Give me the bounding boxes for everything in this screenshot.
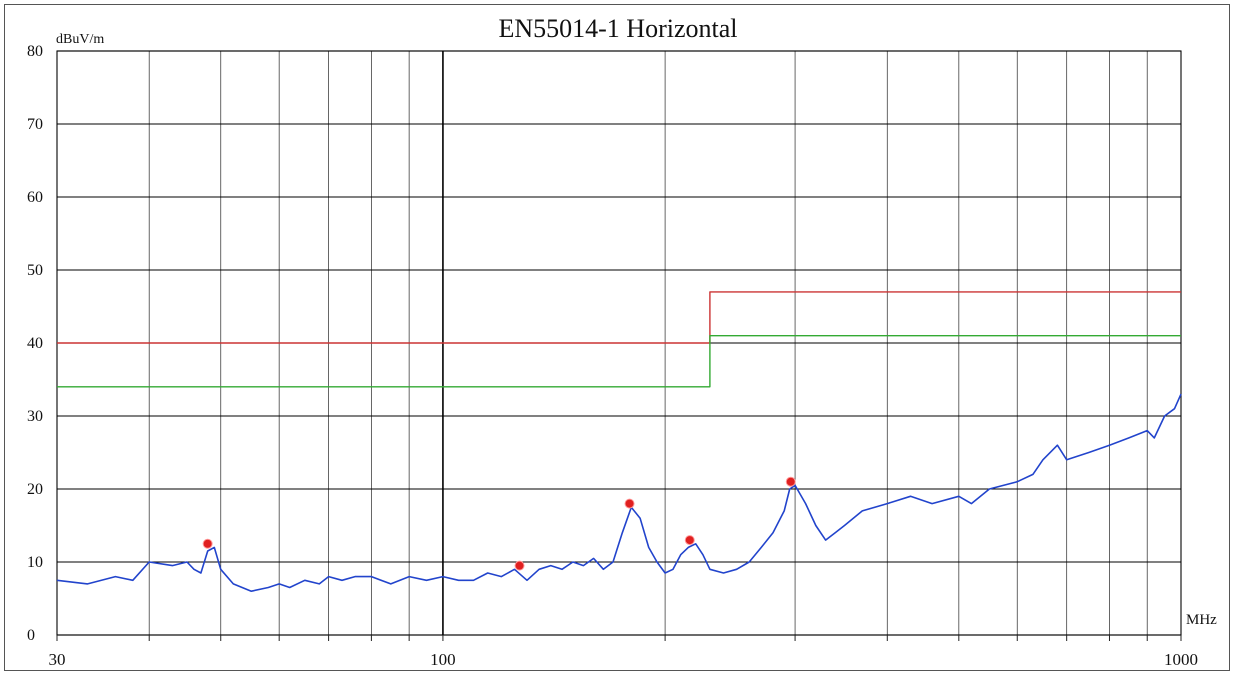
x-tick-label: 1000 bbox=[1164, 650, 1198, 669]
peak-markers bbox=[202, 476, 796, 571]
x-tick-label: 30 bbox=[49, 650, 66, 669]
peak-marker bbox=[514, 560, 525, 571]
red-series-line bbox=[57, 291, 1181, 344]
peak-marker bbox=[624, 498, 635, 509]
chart-title: EN55014-1 Horizontal bbox=[498, 14, 738, 43]
y-tick-label: 0 bbox=[27, 627, 35, 644]
peak-marker bbox=[684, 535, 695, 546]
y-tick-label: 70 bbox=[27, 116, 43, 133]
x-tick-label: 100 bbox=[430, 650, 456, 669]
y-axis-ticks: 0 10 20 30 40 50 60 70 80 bbox=[27, 43, 43, 644]
y-tick-label: 40 bbox=[27, 335, 43, 352]
green-series-line bbox=[57, 335, 1181, 388]
y-tick-label: 50 bbox=[27, 262, 43, 279]
x-axis-unit-label: MHz bbox=[1186, 612, 1217, 628]
x-axis-ticks: 30 100 1000 bbox=[49, 650, 1199, 669]
peak-marker bbox=[785, 476, 796, 487]
y-tick-label: 80 bbox=[27, 43, 43, 60]
chart-frame: 0 10 20 30 40 50 60 70 80 30 100 1000 bbox=[4, 4, 1230, 671]
y-tick-label: 60 bbox=[27, 189, 43, 206]
y-tick-label: 20 bbox=[27, 481, 43, 498]
blue-series-line bbox=[56, 393, 1182, 593]
series-group bbox=[56, 291, 1182, 593]
y-axis-unit-label: dBuV/m bbox=[56, 32, 105, 47]
y-tick-label: 30 bbox=[27, 408, 43, 425]
peak-marker bbox=[202, 538, 213, 549]
grid bbox=[56, 50, 1182, 641]
emission-chart: 0 10 20 30 40 50 60 70 80 30 100 1000 bbox=[27, 43, 1199, 669]
y-tick-label: 10 bbox=[27, 554, 43, 571]
